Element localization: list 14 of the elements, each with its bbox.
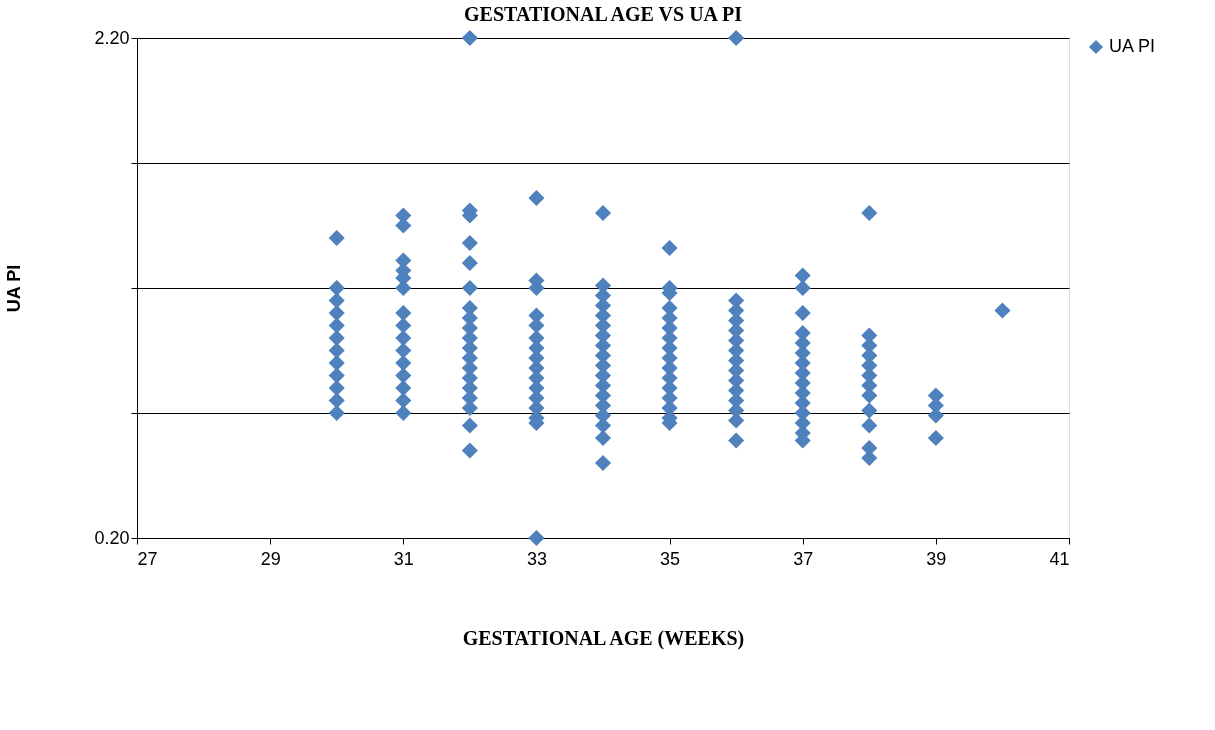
y-tick-label: 0.20 [94, 527, 130, 548]
y-axis-title: UA PI [4, 264, 25, 313]
x-tick-label: 37 [793, 548, 814, 569]
legend-label: UA PI [1109, 36, 1156, 56]
x-axis-title: GESTATIONAL AGE (WEEKS) [462, 626, 745, 650]
x-tick-label: 35 [660, 548, 681, 569]
x-tick-label: 39 [926, 548, 947, 569]
chart-title: GESTATIONAL AGE VS UA PI [464, 3, 743, 25]
x-tick-label: 27 [137, 548, 158, 569]
x-tick-label: 29 [260, 548, 281, 569]
x-tick-label: 41 [1049, 548, 1070, 569]
x-tick-label: 33 [526, 548, 547, 569]
x-tick-label: 31 [393, 548, 414, 569]
y-tick-label: 2.20 [94, 27, 130, 48]
